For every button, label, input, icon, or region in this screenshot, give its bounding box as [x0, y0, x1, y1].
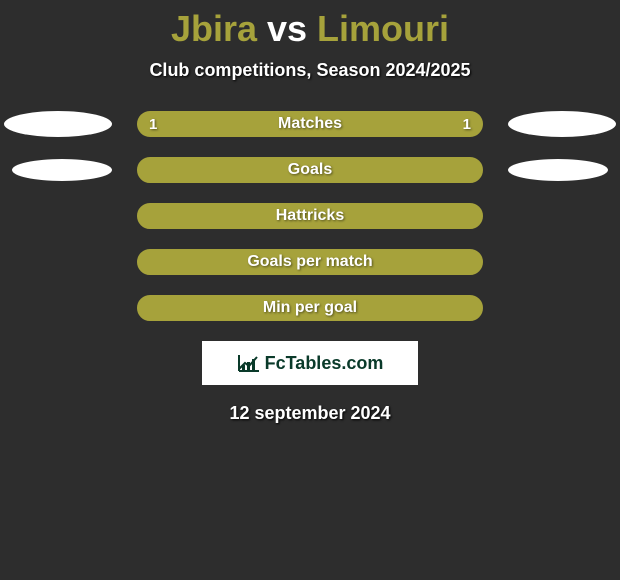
title-player1: Jbira — [171, 8, 257, 49]
player2-ellipse — [508, 159, 608, 181]
page-title: Jbira vs Limouri — [0, 0, 620, 50]
stat-row: Goals per match — [0, 249, 620, 275]
stat-row: 1Matches1 — [0, 111, 620, 137]
date-label: 12 september 2024 — [0, 403, 620, 424]
stat-bar: Min per goal — [137, 295, 483, 321]
logo-text: FcTables.com — [265, 353, 384, 374]
logo-block: FcTables.com — [0, 341, 620, 385]
title-vs: vs — [257, 8, 317, 49]
stat-label: Goals — [139, 161, 481, 179]
stat-label: Matches — [137, 115, 483, 133]
chart-icon — [237, 353, 261, 373]
stat-bar: 1Matches1 — [137, 111, 483, 137]
stat-label: Min per goal — [139, 299, 481, 317]
player1-ellipse — [4, 111, 112, 137]
stat-bar: Hattricks — [137, 203, 483, 229]
stat-row: Hattricks — [0, 203, 620, 229]
subtitle: Club competitions, Season 2024/2025 — [0, 60, 620, 81]
stat-bar: Goals — [137, 157, 483, 183]
title-player2: Limouri — [317, 8, 449, 49]
stat-label: Goals per match — [139, 253, 481, 271]
stat-label: Hattricks — [139, 207, 481, 225]
stat-right-value: 1 — [463, 116, 471, 133]
stat-row: Goals — [0, 157, 620, 183]
stat-row: Min per goal — [0, 295, 620, 321]
comparison-card: Jbira vs Limouri Club competitions, Seas… — [0, 0, 620, 580]
fctables-logo[interactable]: FcTables.com — [202, 341, 418, 385]
player2-ellipse — [508, 111, 616, 137]
stat-bar: Goals per match — [137, 249, 483, 275]
player1-ellipse — [12, 159, 112, 181]
stat-rows: 1Matches1 Goals Hattricks Goals per match Mi… — [0, 111, 620, 321]
